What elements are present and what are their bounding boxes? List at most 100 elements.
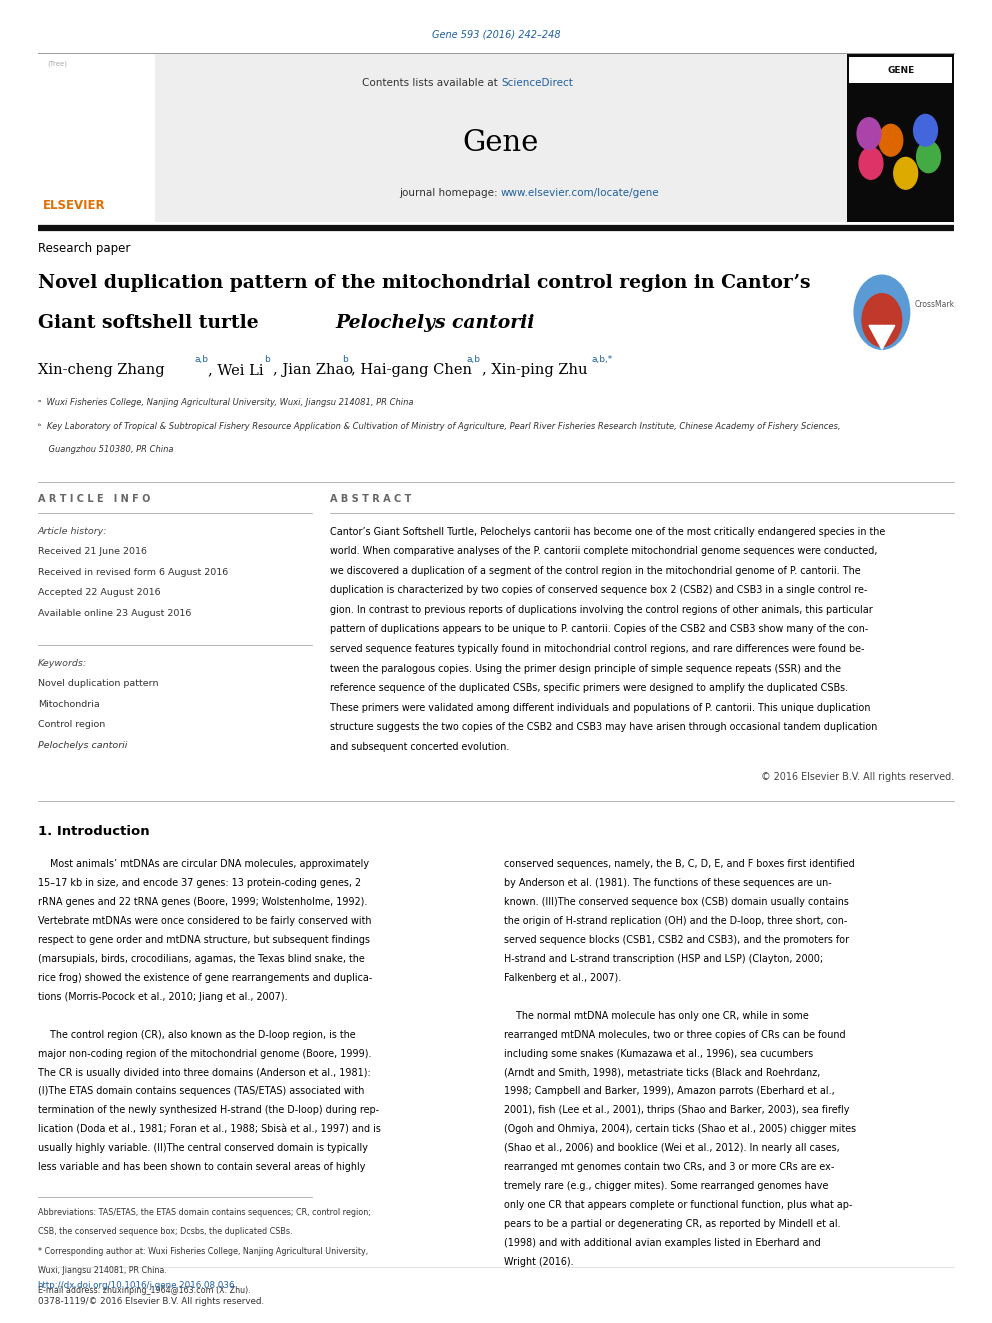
- Text: , Hai-gang Chen: , Hai-gang Chen: [351, 364, 472, 377]
- Text: Pelochelys cantorii: Pelochelys cantorii: [38, 741, 127, 750]
- Circle shape: [859, 147, 883, 179]
- Text: (Arndt and Smith, 1998), metastriate ticks (Black and Roehrdanz,: (Arndt and Smith, 1998), metastriate tic…: [504, 1068, 820, 1077]
- Text: and subsequent concerted evolution.: and subsequent concerted evolution.: [330, 742, 510, 751]
- Text: structure suggests the two copies of the CSB2 and CSB3 may have arisen through o: structure suggests the two copies of the…: [330, 722, 878, 733]
- Text: E-mail address: zhuxinping_1964@163.com (X. Zhu).: E-mail address: zhuxinping_1964@163.com …: [38, 1286, 250, 1295]
- Text: Abbreviations: TAS/ETAS, the ETAS domain contains sequences; CR, control region;: Abbreviations: TAS/ETAS, the ETAS domain…: [38, 1208, 371, 1217]
- Text: Falkenberg et al., 2007).: Falkenberg et al., 2007).: [504, 972, 621, 983]
- Text: usually highly variable. (II)The central conserved domain is typically: usually highly variable. (II)The central…: [38, 1143, 368, 1154]
- Text: * Corresponding author at: Wuxi Fisheries College, Nanjing Agricultural Universi: * Corresponding author at: Wuxi Fisherie…: [38, 1246, 368, 1256]
- Circle shape: [914, 114, 937, 146]
- Text: a,b: a,b: [466, 356, 480, 364]
- Text: by Anderson et al. (1981). The functions of these sequences are un-: by Anderson et al. (1981). The functions…: [504, 878, 831, 888]
- Text: Gene: Gene: [463, 128, 539, 157]
- Text: b: b: [264, 356, 270, 364]
- Text: (1998) and with additional avian examples listed in Eberhard and: (1998) and with additional avian example…: [504, 1238, 820, 1248]
- Text: These primers were validated among different individuals and populations of P. c: These primers were validated among diffe…: [330, 703, 871, 713]
- Text: (Shao et al., 2006) and booklice (Wei et al., 2012). In nearly all cases,: (Shao et al., 2006) and booklice (Wei et…: [504, 1143, 839, 1154]
- Text: (Tree): (Tree): [48, 61, 67, 67]
- Circle shape: [862, 294, 902, 347]
- Text: Article history:: Article history:: [38, 527, 107, 536]
- Text: termination of the newly synthesized H-strand (the D-loop) during rep-: termination of the newly synthesized H-s…: [38, 1106, 379, 1115]
- Text: Gene 593 (2016) 242–248: Gene 593 (2016) 242–248: [432, 29, 560, 40]
- Text: 0378-1119/© 2016 Elsevier B.V. All rights reserved.: 0378-1119/© 2016 Elsevier B.V. All right…: [38, 1297, 264, 1306]
- Text: a,b: a,b: [194, 356, 208, 364]
- Text: Received 21 June 2016: Received 21 June 2016: [38, 548, 147, 556]
- Text: , Jian Zhao: , Jian Zhao: [273, 364, 353, 377]
- Text: rearranged mtDNA molecules, two or three copies of CRs can be found: rearranged mtDNA molecules, two or three…: [504, 1029, 845, 1040]
- Text: Cantor’s Giant Softshell Turtle, Pelochelys cantorii has become one of the most : Cantor’s Giant Softshell Turtle, Peloche…: [330, 527, 886, 537]
- FancyBboxPatch shape: [847, 54, 954, 222]
- Text: 1998; Campbell and Barker, 1999), Amazon parrots (Eberhard et al.,: 1998; Campbell and Barker, 1999), Amazon…: [504, 1086, 834, 1097]
- Text: rearranged mt genomes contain two CRs, and 3 or more CRs are ex-: rearranged mt genomes contain two CRs, a…: [504, 1162, 834, 1172]
- Text: the origin of H-strand replication (OH) and the D-loop, three short, con-: the origin of H-strand replication (OH) …: [504, 917, 847, 926]
- Text: Most animals’ mtDNAs are circular DNA molecules, approximately: Most animals’ mtDNAs are circular DNA mo…: [38, 860, 369, 869]
- Text: CrossMark: CrossMark: [915, 300, 954, 308]
- FancyBboxPatch shape: [38, 54, 152, 222]
- Text: we discovered a duplication of a segment of the control region in the mitochondr: we discovered a duplication of a segment…: [330, 566, 861, 576]
- Text: respect to gene order and mtDNA structure, but subsequent findings: respect to gene order and mtDNA structur…: [38, 935, 370, 945]
- Text: including some snakes (Kumazawa et al., 1996), sea cucumbers: including some snakes (Kumazawa et al., …: [504, 1049, 813, 1058]
- Text: Received in revised form 6 August 2016: Received in revised form 6 August 2016: [38, 568, 228, 577]
- Text: Vertebrate mtDNAs were once considered to be fairly conserved with: Vertebrate mtDNAs were once considered t…: [38, 917, 371, 926]
- Text: Novel duplication pattern of the mitochondrial control region in Cantor’s: Novel duplication pattern of the mitocho…: [38, 274, 810, 292]
- Text: rice frog) showed the existence of gene rearrangements and duplica-: rice frog) showed the existence of gene …: [38, 972, 372, 983]
- Circle shape: [894, 157, 918, 189]
- Text: ScienceDirect: ScienceDirect: [501, 78, 572, 89]
- Text: tions (Morris-Pocock et al., 2010; Jiang et al., 2007).: tions (Morris-Pocock et al., 2010; Jiang…: [38, 992, 288, 1002]
- Text: tween the paralogous copies. Using the primer design principle of simple sequenc: tween the paralogous copies. Using the p…: [330, 664, 841, 673]
- Text: a,b,*: a,b,*: [591, 356, 612, 364]
- Text: H-strand and L-strand transcription (HSP and LSP) (Clayton, 2000;: H-strand and L-strand transcription (HSP…: [504, 954, 823, 964]
- Text: lication (Doda et al., 1981; Foran et al., 1988; Sbisà et al., 1997) and is: lication (Doda et al., 1981; Foran et al…: [38, 1125, 381, 1134]
- Circle shape: [854, 275, 910, 349]
- Text: , Xin-ping Zhu: , Xin-ping Zhu: [482, 364, 587, 377]
- Text: less variable and has been shown to contain several areas of highly: less variable and has been shown to cont…: [38, 1162, 365, 1172]
- Text: rRNA genes and 22 tRNA genes (Boore, 1999; Wolstenholme, 1992).: rRNA genes and 22 tRNA genes (Boore, 199…: [38, 897, 367, 908]
- FancyBboxPatch shape: [849, 57, 952, 83]
- Text: Novel duplication pattern: Novel duplication pattern: [38, 679, 158, 688]
- Circle shape: [879, 124, 903, 156]
- Text: ELSEVIER: ELSEVIER: [43, 198, 105, 212]
- Text: Xin-cheng Zhang: Xin-cheng Zhang: [38, 364, 165, 377]
- Text: world. When comparative analyses of the P. cantorii complete mitochondrial genom: world. When comparative analyses of the …: [330, 546, 878, 556]
- Text: (Ogoh and Ohmiya, 2004), certain ticks (Shao et al., 2005) chigger mites: (Ogoh and Ohmiya, 2004), certain ticks (…: [504, 1125, 856, 1134]
- Text: Mitochondria: Mitochondria: [38, 700, 99, 709]
- Text: pears to be a partial or degenerating CR, as reported by Mindell et al.: pears to be a partial or degenerating CR…: [504, 1218, 840, 1229]
- Text: The control region (CR), also known as the D-loop region, is the: The control region (CR), also known as t…: [38, 1029, 355, 1040]
- Text: 1. Introduction: 1. Introduction: [38, 826, 150, 837]
- Circle shape: [857, 118, 881, 149]
- FancyBboxPatch shape: [155, 54, 847, 222]
- Text: Pelochelys cantorii: Pelochelys cantorii: [335, 314, 535, 332]
- Text: Accepted 22 August 2016: Accepted 22 August 2016: [38, 587, 161, 597]
- Text: gion. In contrast to previous reports of duplications involving the control regi: gion. In contrast to previous reports of…: [330, 605, 873, 615]
- Circle shape: [917, 140, 940, 172]
- Text: Giant softshell turtle: Giant softshell turtle: [38, 314, 265, 332]
- Text: Guangzhou 510380, PR China: Guangzhou 510380, PR China: [38, 446, 174, 454]
- Text: Research paper: Research paper: [38, 242, 130, 255]
- Text: known. (III)The conserved sequence box (CSB) domain usually contains: known. (III)The conserved sequence box (…: [504, 897, 849, 908]
- Text: (marsupials, birds, crocodilians, agamas, the Texas blind snake, the: (marsupials, birds, crocodilians, agamas…: [38, 954, 364, 964]
- Text: A R T I C L E   I N F O: A R T I C L E I N F O: [38, 493, 150, 504]
- Text: The normal mtDNA molecule has only one CR, while in some: The normal mtDNA molecule has only one C…: [504, 1011, 808, 1021]
- Text: tremely rare (e.g., chigger mites). Some rearranged genomes have: tremely rare (e.g., chigger mites). Some…: [504, 1181, 828, 1191]
- Text: reference sequence of the duplicated CSBs, specific primers were designed to amp: reference sequence of the duplicated CSB…: [330, 683, 848, 693]
- Text: 15–17 kb in size, and encode 37 genes: 13 protein-coding genes, 2: 15–17 kb in size, and encode 37 genes: 1…: [38, 878, 361, 888]
- Text: © 2016 Elsevier B.V. All rights reserved.: © 2016 Elsevier B.V. All rights reserved…: [761, 773, 954, 782]
- Polygon shape: [869, 325, 895, 349]
- Text: Wuxi, Jiangsu 214081, PR China.: Wuxi, Jiangsu 214081, PR China.: [38, 1266, 167, 1275]
- Text: Contents lists available at: Contents lists available at: [362, 78, 501, 89]
- Text: ᵃ  Wuxi Fisheries College, Nanjing Agricultural University, Wuxi, Jiangsu 214081: ᵃ Wuxi Fisheries College, Nanjing Agricu…: [38, 398, 414, 406]
- Text: Control region: Control region: [38, 720, 105, 729]
- Text: The CR is usually divided into three domains (Anderson et al., 1981):: The CR is usually divided into three dom…: [38, 1068, 370, 1077]
- Text: only one CR that appears complete or functional function, plus what ap-: only one CR that appears complete or fun…: [504, 1200, 852, 1211]
- Text: GENE: GENE: [887, 66, 915, 74]
- Text: (I)The ETAS domain contains sequences (TAS/ETAS) associated with: (I)The ETAS domain contains sequences (T…: [38, 1086, 364, 1097]
- Text: Keywords:: Keywords:: [38, 659, 87, 668]
- Text: 2001), fish (Lee et al., 2001), thrips (Shao and Barker, 2003), sea firefly: 2001), fish (Lee et al., 2001), thrips (…: [504, 1106, 849, 1115]
- Text: Available online 23 August 2016: Available online 23 August 2016: [38, 609, 191, 618]
- Text: journal homepage:: journal homepage:: [399, 188, 501, 198]
- Text: , Wei Li: , Wei Li: [208, 364, 264, 377]
- Text: www.elsevier.com/locate/gene: www.elsevier.com/locate/gene: [501, 188, 660, 198]
- Text: http://dx.doi.org/10.1016/j.gene.2016.08.036: http://dx.doi.org/10.1016/j.gene.2016.08…: [38, 1281, 235, 1290]
- Text: served sequence features typically found in mitochondrial control regions, and r: served sequence features typically found…: [330, 644, 865, 654]
